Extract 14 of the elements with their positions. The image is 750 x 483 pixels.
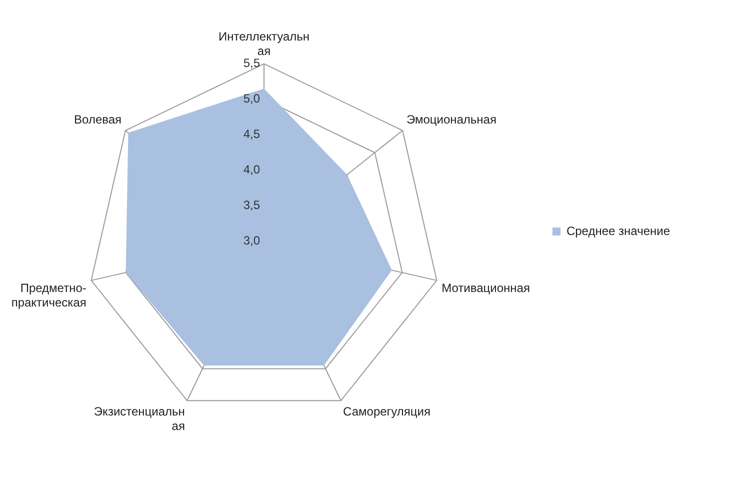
spoke-label: Эмоциональная — [406, 112, 496, 127]
spoke-label: Саморегуляция — [343, 404, 430, 419]
spoke-label: Предметно- практическая — [11, 281, 86, 310]
spoke-label: Волевая — [74, 112, 122, 127]
y-tick-label: 4,0 — [243, 162, 260, 176]
y-tick-label: 5,5 — [243, 56, 260, 70]
spoke-label: Экзистенциальн ая — [94, 404, 185, 434]
spoke-label: Мотивационная — [442, 281, 530, 296]
spoke-label: Интеллектуальн ая — [218, 30, 310, 58]
y-tick-label: 5,0 — [243, 92, 260, 106]
legend-label: Среднее значение — [566, 224, 670, 238]
y-tick-label: 3,0 — [243, 233, 260, 248]
y-tick-label: 4,5 — [243, 126, 260, 141]
y-tick-label: 3,5 — [243, 198, 260, 212]
